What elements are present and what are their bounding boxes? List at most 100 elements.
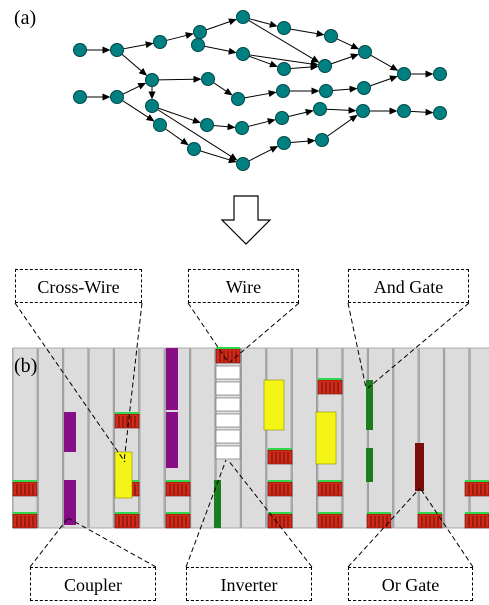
- coupler: [64, 480, 76, 525]
- green-rail: [216, 347, 240, 349]
- callout-wire: Wire: [188, 269, 299, 303]
- graph-node: [145, 73, 159, 87]
- callout-or-gate: Or Gate: [348, 567, 473, 601]
- graph-node: [277, 136, 291, 150]
- and-gate: [366, 448, 373, 482]
- wire-cell: [215, 365, 241, 380]
- graph-edge: [205, 18, 237, 31]
- graph-edge: [290, 28, 325, 38]
- graph-edge: [158, 75, 202, 83]
- leader-line: [367, 302, 470, 389]
- green-rail: [465, 480, 489, 482]
- lane: [418, 347, 444, 529]
- lane: [393, 347, 419, 529]
- green-rail: [418, 512, 442, 514]
- graph-node: [356, 104, 370, 118]
- graph-node: [433, 106, 447, 120]
- graph-node: [236, 157, 250, 171]
- graph-edge: [336, 38, 360, 50]
- graph-edge: [248, 55, 278, 68]
- green-rail: [268, 512, 292, 514]
- inverter-gate: [214, 480, 221, 528]
- graph-edge: [369, 75, 398, 87]
- lane: [342, 347, 368, 529]
- graph-node: [110, 90, 124, 104]
- graph-node: [324, 29, 338, 43]
- green-rail: [166, 512, 190, 514]
- lane: [114, 347, 139, 529]
- graph-edge: [204, 45, 237, 55]
- graph-node: [153, 118, 167, 132]
- graph-node: [201, 72, 215, 86]
- graph-edge: [330, 53, 359, 65]
- leader-line: [14, 302, 126, 463]
- leader-line: [29, 517, 69, 568]
- graph-edge: [249, 54, 319, 68]
- graph-edge: [122, 82, 147, 95]
- panel-a-label: (a): [14, 7, 37, 29]
- graph-edge: [290, 137, 316, 145]
- leader-line: [347, 302, 367, 389]
- graph-edge: [123, 41, 154, 50]
- graph-node: [358, 45, 372, 59]
- graph-edge: [248, 118, 276, 127]
- graph-node: [397, 67, 411, 81]
- lane: [241, 347, 267, 529]
- graph-node: [73, 90, 87, 104]
- graph-edge: [332, 85, 358, 93]
- lane: [368, 347, 394, 529]
- lane: [291, 347, 317, 529]
- graph-node: [191, 38, 205, 52]
- graph-edge: [249, 18, 278, 28]
- graph-node: [235, 121, 249, 135]
- graph-edge: [370, 54, 399, 71]
- node-graph: [73, 10, 447, 171]
- graph-edge: [213, 82, 233, 96]
- green-rail: [318, 480, 342, 482]
- wire-cell: [215, 413, 241, 428]
- lane: [139, 347, 165, 529]
- graph-node: [313, 102, 327, 116]
- leader-line: [187, 302, 229, 363]
- leader-line: [347, 487, 421, 568]
- graph-edge: [326, 106, 357, 114]
- graph-edge: [288, 108, 314, 117]
- graph-node: [319, 84, 333, 98]
- leader-line: [227, 459, 313, 568]
- lane: [444, 347, 470, 529]
- yellow-cell: [263, 379, 285, 431]
- graph-node: [153, 35, 167, 49]
- graph-edge: [166, 32, 194, 41]
- wire-cell: [215, 429, 241, 444]
- coupler: [166, 348, 178, 410]
- graph-node: [277, 62, 291, 76]
- green-rail: [318, 378, 342, 380]
- graph-node: [276, 84, 290, 98]
- graph-node: [275, 111, 289, 125]
- graph-node: [110, 43, 124, 57]
- leader-line: [185, 459, 227, 568]
- graph-edge: [248, 19, 320, 63]
- graph-node: [318, 59, 332, 73]
- graph-edge: [121, 53, 148, 76]
- graph-node: [200, 118, 214, 132]
- wire-cell: [215, 445, 241, 460]
- leader-line: [229, 302, 300, 363]
- callout-cross-wire: Cross-Wire: [15, 269, 142, 303]
- graph-node: [397, 104, 411, 118]
- green-rail: [318, 512, 342, 514]
- callout-and-gate: And Gate: [348, 269, 469, 303]
- lane: [12, 347, 38, 529]
- lane: [38, 347, 63, 529]
- green-rail: [268, 480, 292, 482]
- graph-edge: [410, 108, 434, 116]
- graph-node: [277, 21, 291, 35]
- green-rail: [465, 512, 489, 514]
- or-gate: [415, 443, 424, 491]
- graph-edge: [122, 100, 155, 122]
- green-rail: [367, 512, 391, 514]
- graph-node: [236, 47, 250, 61]
- lane: [88, 347, 114, 529]
